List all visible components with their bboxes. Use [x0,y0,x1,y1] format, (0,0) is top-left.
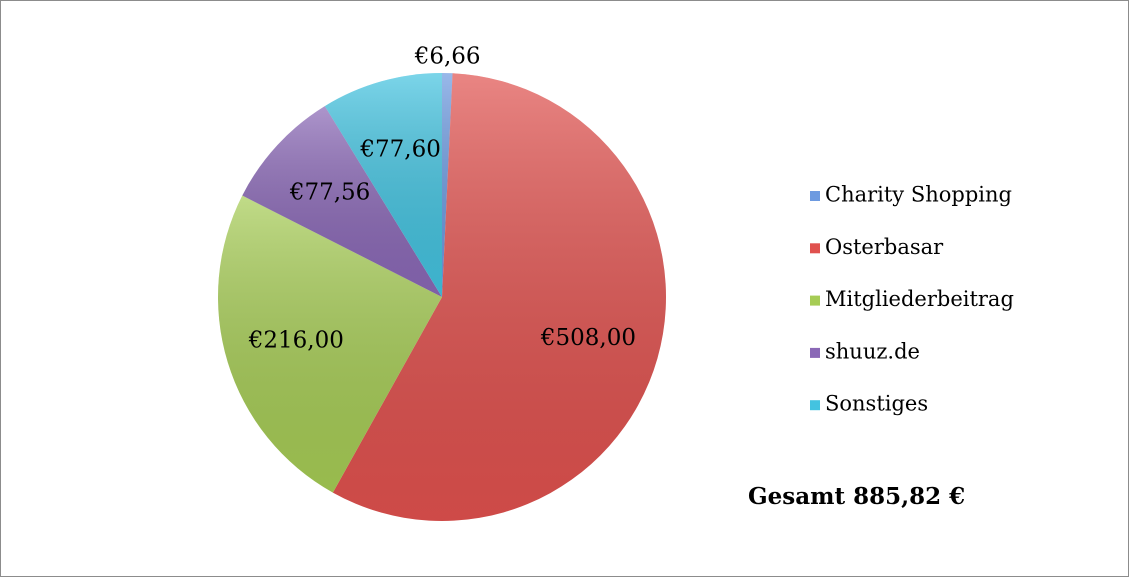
pie-slice-shade [217,195,442,493]
legend-swatch [810,295,820,306]
legend-swatch [810,347,820,358]
legend-label: Osterbasar [825,235,944,259]
legend-swatch [810,191,820,201]
pie-slice-shade [242,106,442,297]
pie-slice-shade [442,73,453,297]
legend-label: Sonstiges [825,392,928,416]
legend-label: shuuz.de [825,339,920,363]
legend-swatch [810,243,820,254]
data-label: €77,56 [289,180,370,206]
legend-swatch [810,400,820,411]
pie-slice-shade [332,73,666,521]
pie-slice-shade [324,73,442,297]
data-label: €6,66 [414,43,481,69]
data-label: €508,00 [540,325,636,351]
data-label: €216,00 [248,327,344,353]
legend-label: Charity Shopping [825,183,1012,207]
legend-label: Mitgliederbeitrag [825,287,1014,311]
data-label: €77,60 [359,136,440,162]
total-annotation: Gesamt 885,82 € [748,483,965,510]
